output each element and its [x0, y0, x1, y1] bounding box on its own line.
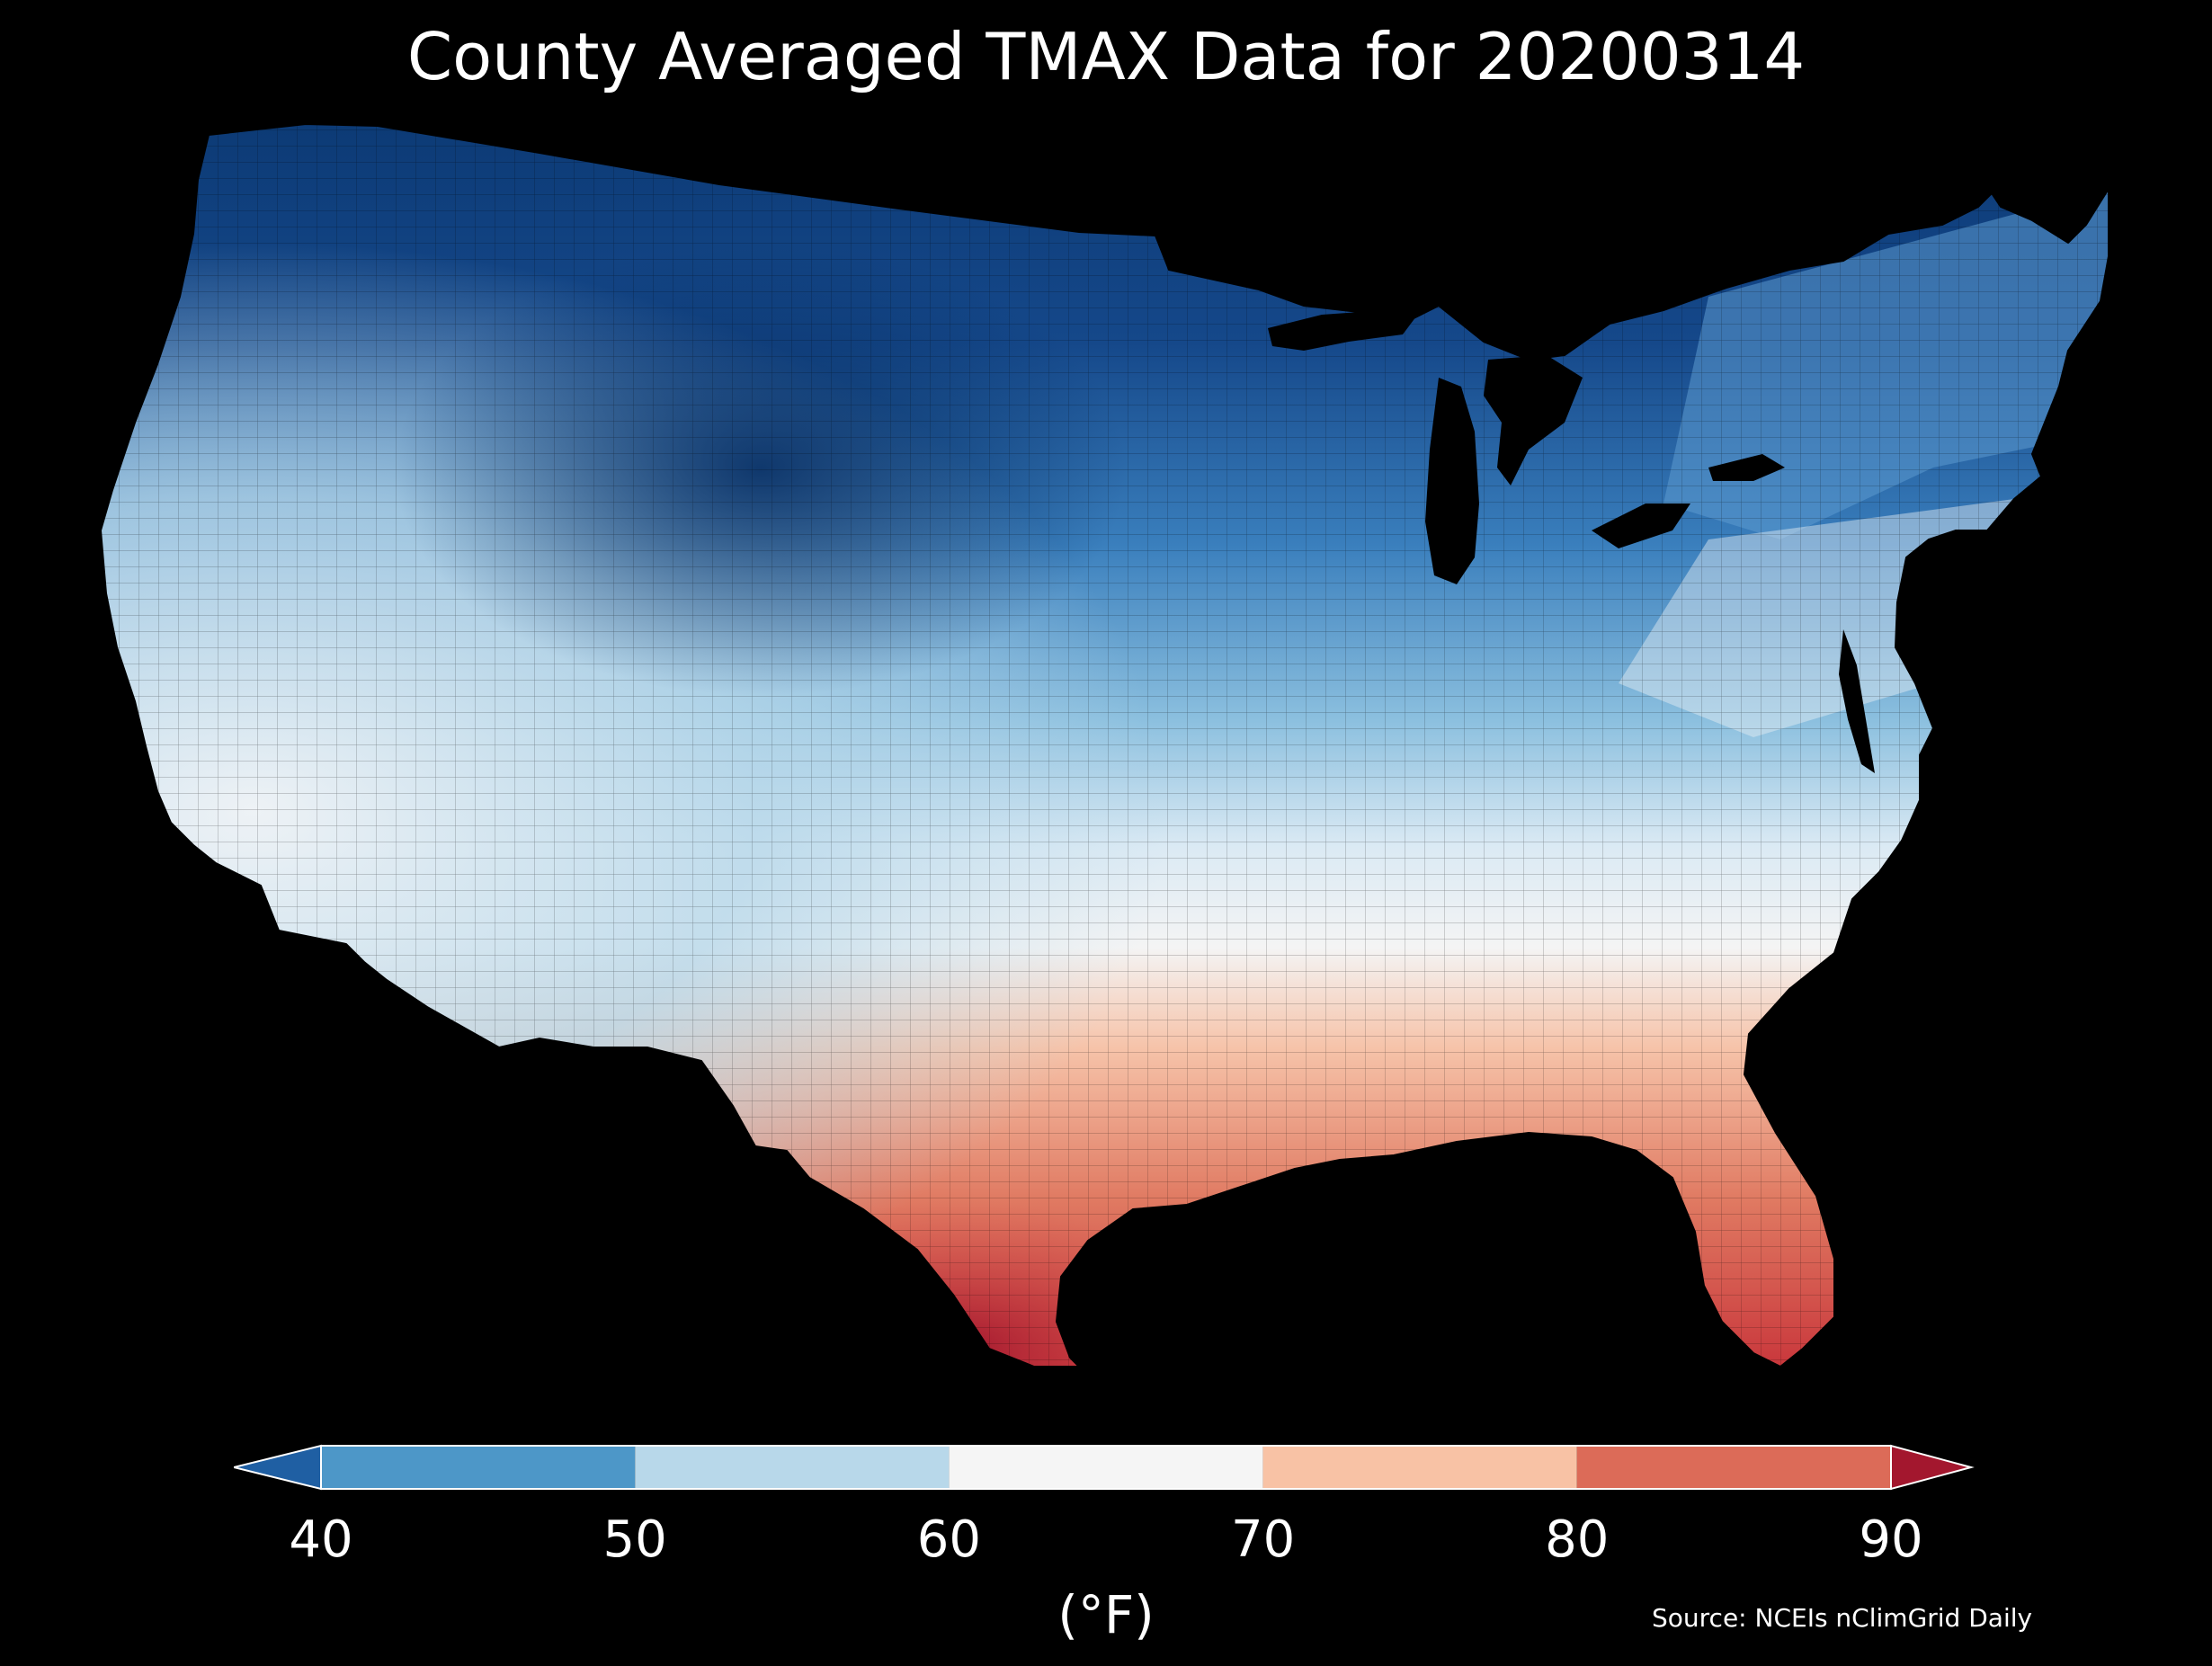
- colorbar-extend-low: [234, 1444, 322, 1491]
- colorbar-extend-high: [1890, 1444, 1975, 1491]
- great-lakes-water: [1268, 310, 1785, 584]
- colorbar-tick-40: 40: [289, 1510, 353, 1569]
- colorbar-bin-80-90: [1576, 1446, 1891, 1489]
- source-note: Source: NCEIs nClimGrid Daily: [1652, 1603, 2033, 1633]
- colorbar-bin-40-50: [321, 1446, 636, 1489]
- colorbar-tick-50: 50: [602, 1510, 667, 1569]
- colorbar-tick-90: 90: [1859, 1510, 1923, 1569]
- colorbar-bin-50-60: [635, 1446, 950, 1489]
- contiguous-us: [101, 124, 2109, 1367]
- colorbar: [234, 1444, 1975, 1491]
- colorbar-bin-60-70: [949, 1446, 1263, 1489]
- colorbar-units: (°F): [1057, 1584, 1155, 1645]
- colorbar-tick-60: 60: [916, 1510, 982, 1569]
- colorbar-tick-70: 70: [1230, 1510, 1296, 1569]
- map-title: County Averaged TMAX Data for 20200314: [406, 19, 1806, 94]
- colorbar-bin-70-80: [1262, 1446, 1577, 1489]
- colorbar-tick-80: 80: [1545, 1510, 1610, 1569]
- chesapeake-bay: [1839, 629, 1875, 773]
